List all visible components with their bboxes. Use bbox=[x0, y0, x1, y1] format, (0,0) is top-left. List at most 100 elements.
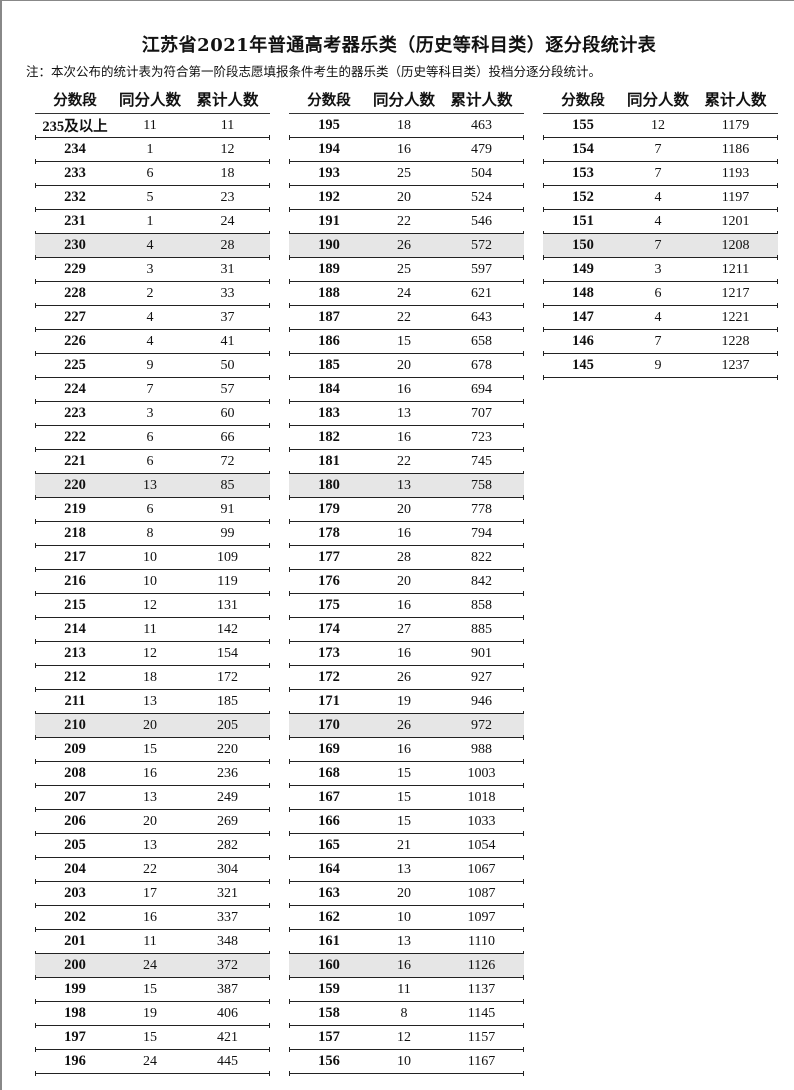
count-cell: 20 bbox=[397, 189, 411, 205]
table-row: 200 24 372 bbox=[35, 954, 270, 980]
cumulative-cell: 1186 bbox=[721, 141, 750, 157]
table-row: 226 4 41 bbox=[35, 330, 270, 356]
count-cell: 22 bbox=[143, 861, 157, 877]
count-cell: 12 bbox=[651, 117, 665, 133]
score-cell: 150 bbox=[572, 237, 594, 253]
table-row: 178 16 794 bbox=[289, 522, 524, 548]
count-cell: 22 bbox=[397, 213, 411, 229]
score-cell: 187 bbox=[318, 309, 340, 325]
score-cell: 163 bbox=[318, 885, 340, 901]
cumulative-cell: 972 bbox=[471, 717, 492, 733]
table-row: 205 13 282 bbox=[35, 834, 270, 860]
score-cell: 201 bbox=[64, 933, 86, 949]
header-cell: 同分人数 bbox=[118, 91, 181, 109]
count-cell: 8 bbox=[400, 1005, 408, 1021]
table-row: 198 19 406 bbox=[35, 1002, 270, 1028]
score-cell: 212 bbox=[64, 669, 86, 685]
count-cell: 3 bbox=[146, 261, 154, 277]
table-row: 158 8 1145 bbox=[289, 1002, 524, 1028]
score-cell: 203 bbox=[64, 885, 86, 901]
cumulative-cell: 658 bbox=[471, 333, 492, 349]
score-cell: 192 bbox=[318, 189, 340, 205]
header-cell: 分数段 bbox=[53, 92, 97, 109]
cumulative-cell: 1033 bbox=[467, 813, 496, 829]
count-cell: 12 bbox=[397, 1029, 411, 1045]
table-row: 157 12 1157 bbox=[289, 1026, 524, 1052]
count-cell: 12 bbox=[143, 597, 157, 613]
cumulative-cell: 621 bbox=[471, 285, 492, 301]
cumulative-cell: 445 bbox=[217, 1053, 238, 1069]
count-cell: 4 bbox=[146, 309, 154, 325]
cumulative-cell: 988 bbox=[471, 741, 492, 757]
table-row: 169 16 988 bbox=[289, 738, 524, 764]
count-cell: 11 bbox=[143, 933, 157, 949]
score-cell: 225 bbox=[64, 357, 86, 373]
table-row: 156 10 1167 bbox=[289, 1050, 524, 1076]
table-row: 170 26 972 bbox=[289, 714, 524, 740]
cumulative-cell: 99 bbox=[220, 525, 235, 541]
table-row: 223 3 60 bbox=[35, 402, 270, 428]
table-row: 201 11 348 bbox=[35, 930, 270, 956]
cumulative-cell: 1145 bbox=[467, 1005, 496, 1021]
header-cell: 分数段 bbox=[307, 92, 351, 109]
table-row: 150 7 1208 bbox=[543, 234, 778, 260]
count-cell: 20 bbox=[397, 885, 411, 901]
count-cell: 4 bbox=[654, 309, 662, 325]
cumulative-cell: 236 bbox=[217, 765, 238, 781]
table-header: 分数段 同分人数 累计人数 bbox=[543, 85, 778, 114]
score-cell: 182 bbox=[318, 429, 340, 445]
score-cell: 204 bbox=[64, 861, 86, 877]
count-cell: 7 bbox=[146, 381, 154, 397]
cumulative-cell: 946 bbox=[471, 693, 492, 709]
count-cell: 18 bbox=[397, 117, 411, 133]
cumulative-cell: 1018 bbox=[467, 789, 496, 805]
cumulative-cell: 1221 bbox=[721, 309, 750, 325]
score-cell: 167 bbox=[318, 789, 340, 805]
score-cell: 202 bbox=[64, 909, 86, 925]
score-cell: 158 bbox=[318, 1005, 340, 1021]
cumulative-cell: 50 bbox=[220, 357, 235, 373]
score-cell: 153 bbox=[572, 165, 594, 181]
score-cell: 209 bbox=[64, 741, 86, 757]
score-cell: 226 bbox=[64, 333, 86, 349]
score-cell: 168 bbox=[318, 765, 340, 781]
cumulative-cell: 504 bbox=[471, 165, 492, 181]
table-note: 注：本次公布的统计表为符合第一阶段志愿填报条件考生的器乐类（历史等科目类）投档分… bbox=[26, 64, 602, 79]
cumulative-cell: 842 bbox=[471, 573, 492, 589]
table-header: 分数段 同分人数 累计人数 bbox=[35, 85, 270, 114]
score-cell: 152 bbox=[572, 189, 594, 205]
table-row: 234 1 12 bbox=[35, 138, 270, 164]
cumulative-cell: 28 bbox=[220, 237, 235, 253]
count-cell: 16 bbox=[143, 765, 157, 781]
cumulative-cell: 1197 bbox=[721, 189, 750, 205]
score-cell: 235及以上 bbox=[42, 119, 108, 135]
count-cell: 15 bbox=[397, 789, 411, 805]
count-cell: 16 bbox=[397, 525, 411, 541]
count-cell: 3 bbox=[146, 405, 154, 421]
score-cell: 147 bbox=[572, 309, 594, 325]
header-cell: 累计人数 bbox=[196, 91, 259, 109]
table-row: 217 10 109 bbox=[35, 546, 270, 572]
score-cell: 198 bbox=[64, 1005, 86, 1021]
count-cell: 13 bbox=[143, 837, 157, 853]
table-row: 173 16 901 bbox=[289, 642, 524, 668]
score-cell: 234 bbox=[64, 141, 86, 157]
table-row: 167 15 1018 bbox=[289, 786, 524, 812]
cumulative-cell: 643 bbox=[471, 309, 492, 325]
table-row: 189 25 597 bbox=[289, 258, 524, 284]
count-cell: 19 bbox=[397, 693, 411, 709]
cumulative-cell: 479 bbox=[471, 141, 492, 157]
table-row: 216 10 119 bbox=[35, 570, 270, 596]
count-cell: 20 bbox=[397, 573, 411, 589]
table-row: 182 16 723 bbox=[289, 426, 524, 452]
page-title: 江苏省2021年普通高考器乐类（历史等科目类）逐分段统计表 bbox=[141, 35, 657, 56]
table-header: 分数段 同分人数 累计人数 bbox=[289, 85, 524, 114]
table-row: 147 4 1221 bbox=[543, 306, 778, 332]
score-cell: 189 bbox=[318, 261, 340, 277]
score-cell: 159 bbox=[318, 981, 340, 997]
score-cell: 232 bbox=[64, 189, 86, 205]
table-row: 222 6 66 bbox=[35, 426, 270, 452]
count-cell: 1 bbox=[146, 141, 154, 157]
table-row: 197 15 421 bbox=[35, 1026, 270, 1052]
header-cell: 同分人数 bbox=[372, 91, 435, 109]
